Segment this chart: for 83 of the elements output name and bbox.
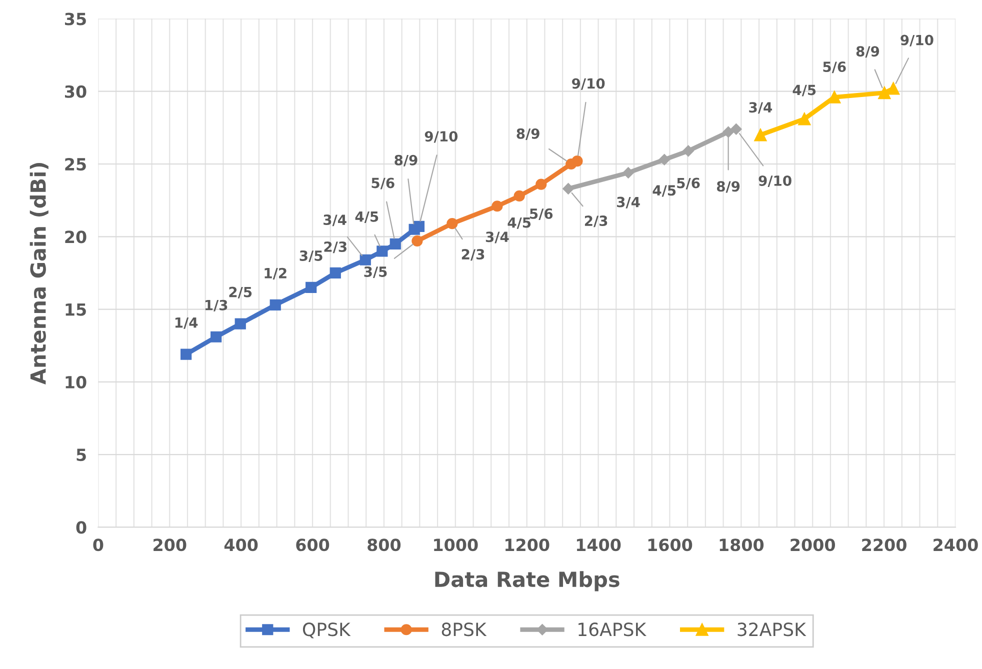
x-tick-label: 0 xyxy=(93,538,104,552)
annotation: 2/3 xyxy=(584,216,608,228)
point xyxy=(878,86,891,100)
point xyxy=(270,299,281,310)
point xyxy=(234,318,246,330)
point xyxy=(330,267,341,279)
point xyxy=(413,220,425,232)
point xyxy=(390,238,401,250)
annotation: 3/4 xyxy=(617,196,640,208)
point xyxy=(658,154,670,166)
y-tick-label: 10 xyxy=(66,376,86,388)
x-tick-label: 1800 xyxy=(720,538,764,552)
point xyxy=(622,167,634,178)
legend-label: QPSK xyxy=(302,622,351,638)
annotation: 9/10 xyxy=(900,34,934,46)
point xyxy=(798,112,811,126)
y-tick-label: 15 xyxy=(66,303,86,316)
x-tick-label: 200 xyxy=(154,538,186,552)
annotation: 9/10 xyxy=(572,78,605,90)
annotation: 3/5 xyxy=(300,250,322,262)
point xyxy=(180,348,192,360)
point xyxy=(492,200,503,212)
annotation: 9/10 xyxy=(758,175,792,188)
annotation: 1/4 xyxy=(175,317,198,329)
x-tick-label: 1000 xyxy=(434,538,478,552)
x-tick-label: 2000 xyxy=(790,538,835,552)
point xyxy=(210,331,222,342)
x-tick-label: 400 xyxy=(224,538,258,552)
y-tick-label: 0 xyxy=(76,521,86,534)
annotation: 4/5 xyxy=(792,84,816,96)
annotation: 2/5 xyxy=(229,286,252,298)
point xyxy=(730,124,742,135)
legend-label: 32APSK xyxy=(738,622,806,636)
legend-label: 16APSK xyxy=(578,622,646,636)
annotation: 9/10 xyxy=(424,131,458,143)
point xyxy=(446,218,458,230)
annotation: 3/4 xyxy=(486,232,509,244)
x-axis-title: Data Rate Mbps xyxy=(435,571,620,592)
annotation: 2/3 xyxy=(462,249,484,261)
annotation: 5/6 xyxy=(530,208,553,220)
point xyxy=(754,128,767,142)
annotation: 8/9 xyxy=(856,46,880,58)
annotation: 8/9 xyxy=(394,154,418,166)
annotation: 5/6 xyxy=(677,178,700,190)
y-tick-label: 20 xyxy=(65,230,86,244)
point xyxy=(376,246,388,257)
annotation: 1/2 xyxy=(264,268,286,280)
y-tick-label: 35 xyxy=(65,12,86,26)
point xyxy=(360,254,371,266)
y-tick-label: 5 xyxy=(76,448,86,462)
point xyxy=(887,82,900,95)
point xyxy=(722,126,734,138)
annotation: 2/3 xyxy=(324,241,346,254)
x-tick-label: 600 xyxy=(296,538,330,552)
point xyxy=(682,145,694,157)
y-tick-label: 30 xyxy=(65,85,86,98)
x-tick-label: 800 xyxy=(368,538,401,552)
point xyxy=(536,178,547,190)
point xyxy=(306,282,317,294)
point xyxy=(562,183,574,194)
annotation: 3/5 xyxy=(364,266,387,278)
point xyxy=(572,156,583,167)
point xyxy=(514,190,525,202)
annotation: 8/9 xyxy=(716,181,740,193)
x-tick-label: 2400 xyxy=(934,538,978,552)
point xyxy=(412,235,423,247)
annotation: 5/6 xyxy=(823,62,846,74)
annotation: 3/4 xyxy=(749,102,772,114)
x-tick-label: 2200 xyxy=(862,538,906,552)
annotation: 4/5 xyxy=(508,217,531,229)
annotation: 8/9 xyxy=(516,128,540,140)
x-tick-label: 1600 xyxy=(648,538,692,552)
point xyxy=(828,90,841,104)
x-tick-label: 1400 xyxy=(576,538,621,552)
annotation: 4/5 xyxy=(355,212,378,223)
annotation: 5/6 xyxy=(372,178,394,190)
y-axis-title: Antenna Gain (dBi) xyxy=(30,163,48,385)
annotation: 4/5 xyxy=(652,185,676,197)
annotation: 1/3 xyxy=(205,300,228,312)
legend-label: 8PSK xyxy=(442,622,487,636)
x-tick-label: 1200 xyxy=(506,538,550,552)
y-tick-label: 25 xyxy=(65,158,86,171)
annotation: 3/4 xyxy=(324,214,346,226)
